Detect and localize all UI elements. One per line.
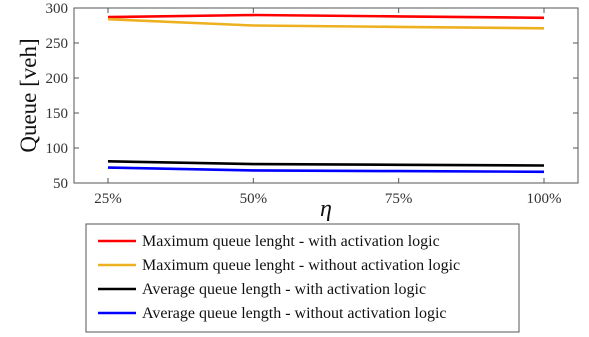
x-axis: 25% 50% 75% 100% <box>94 8 562 207</box>
series-line-1 <box>107 13 545 20</box>
x-tick-label: 100% <box>527 191 562 207</box>
series-line-2 <box>107 17 545 30</box>
x-tick-label: 25% <box>94 191 122 207</box>
legend-entry-4: Average queue length - without activatio… <box>142 305 447 322</box>
series-line-3 <box>107 160 545 167</box>
y-tick-label: 100 <box>46 141 69 157</box>
y-tick-label: 150 <box>46 106 69 122</box>
legend-entry-1: Maximum queue lenght - with activation l… <box>142 233 440 250</box>
legend: Maximum queue lenght - with activation l… <box>85 223 520 333</box>
plot-area <box>73 7 579 184</box>
legend-box <box>85 223 520 333</box>
x-tick-label: 50% <box>240 191 268 207</box>
series-lines <box>107 13 545 174</box>
y-axis-label: Queue [veh] <box>16 38 41 152</box>
y-axis: 50 100 150 200 250 300 <box>46 1 578 192</box>
y-tick-label: 250 <box>46 36 69 52</box>
y-tick-label: 200 <box>46 71 69 87</box>
plot-frame <box>73 7 579 184</box>
legend-entry-2: Maximum queue lenght - without activatio… <box>142 257 460 274</box>
y-tick-label: 50 <box>53 176 68 192</box>
legend-entry-3: Average queue length - with activation l… <box>142 281 426 298</box>
x-axis-label: η <box>320 196 332 222</box>
x-tick-label: 75% <box>385 191 413 207</box>
series-line-4 <box>107 166 545 174</box>
y-tick-label: 300 <box>46 1 69 17</box>
